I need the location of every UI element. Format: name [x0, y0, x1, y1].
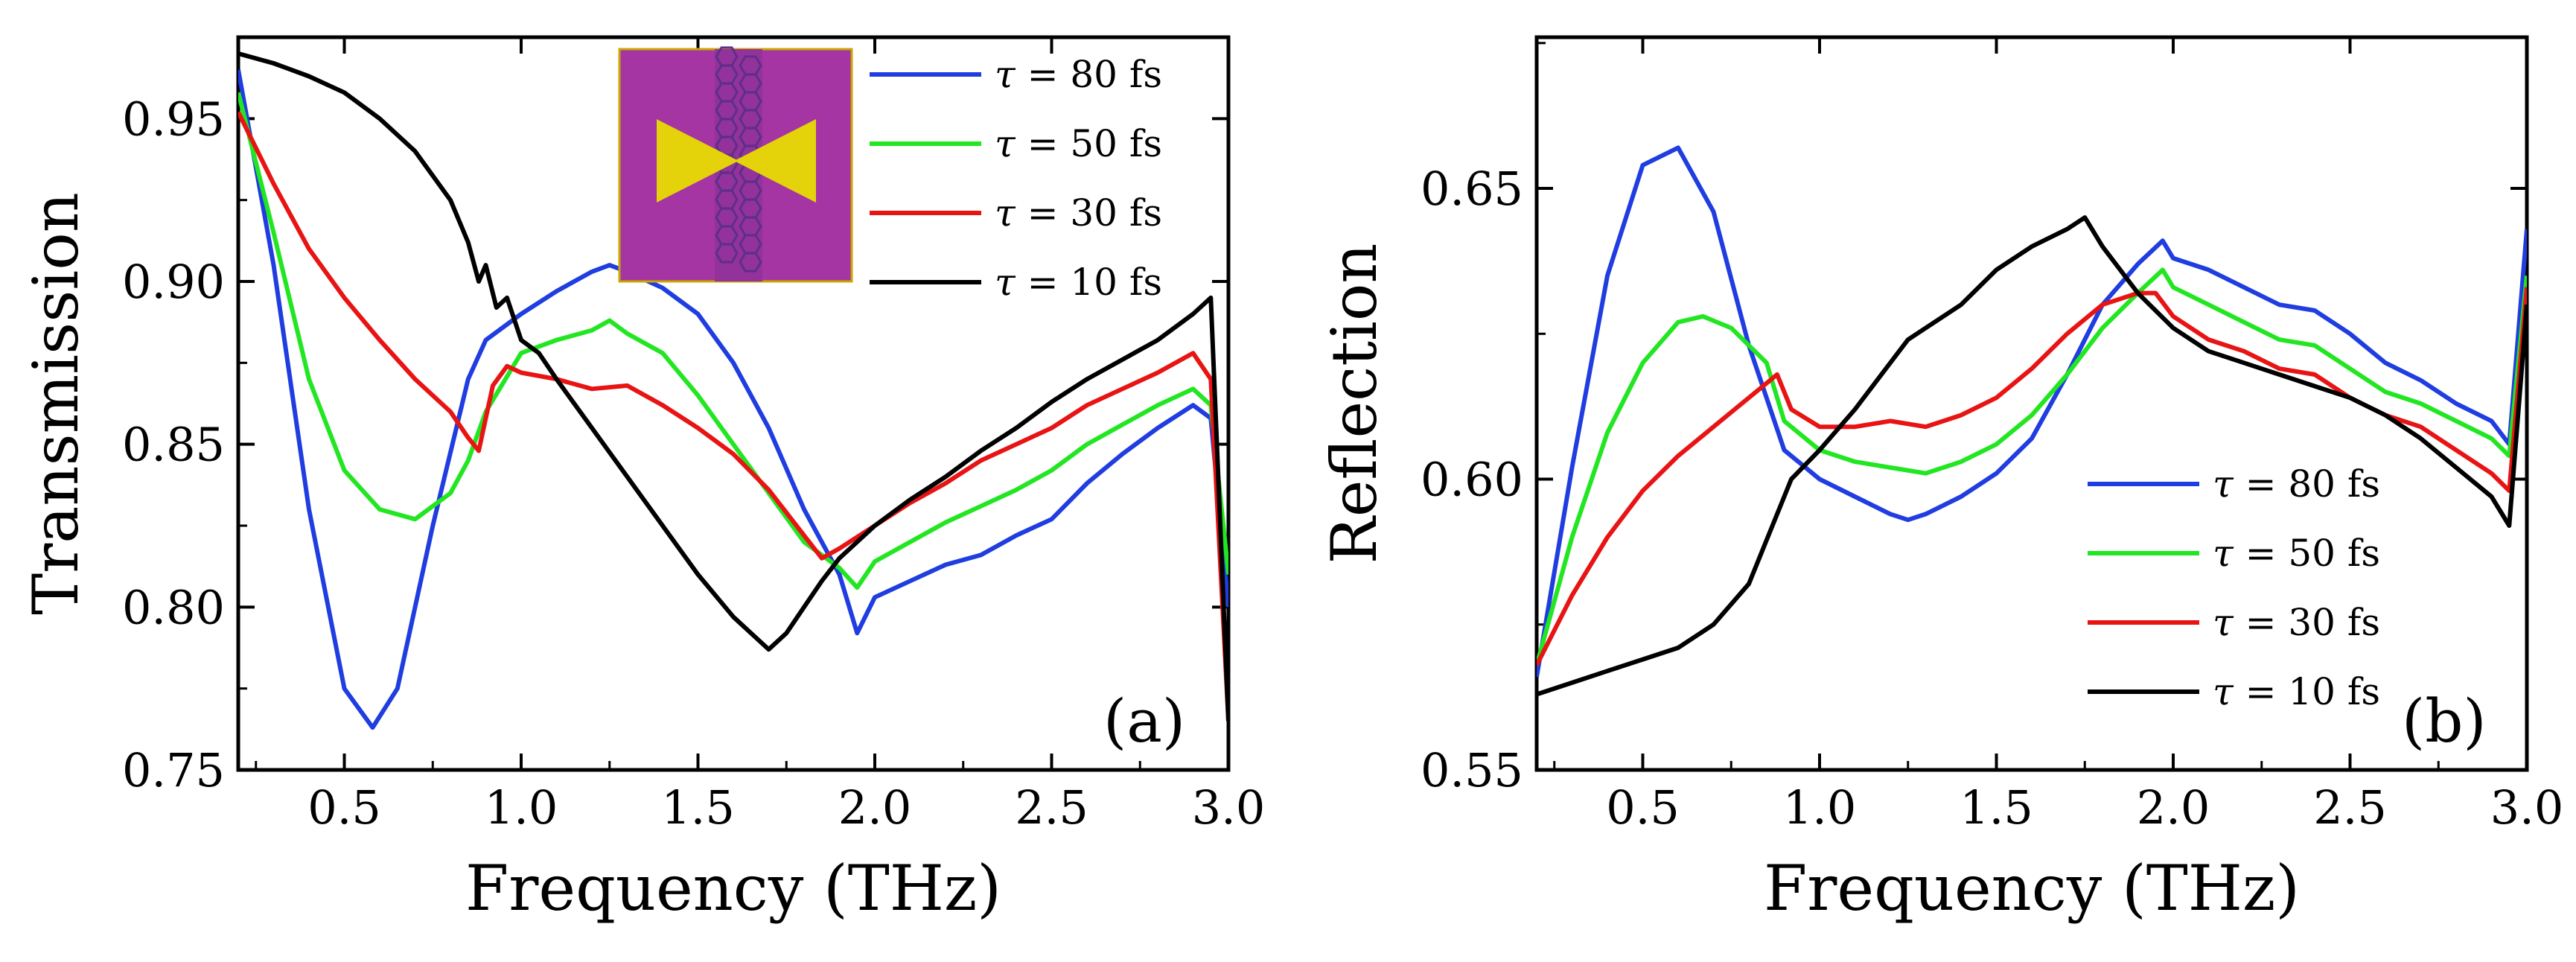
x-tick-label: 0.5 — [1606, 780, 1680, 835]
plot-frame — [236, 35, 1231, 772]
y-tick-label: 0.55 — [1421, 743, 1523, 797]
legend-entry: τ = 80 fs — [995, 53, 1162, 96]
x-tick-label: 3.0 — [2490, 780, 2564, 835]
x-tick-label: 1.5 — [1960, 780, 2033, 835]
x-tick-label: 1.0 — [485, 780, 558, 835]
legend-label-text: = 80 fs — [2245, 462, 2380, 506]
legend-entry: τ = 80 fs — [2213, 462, 2380, 506]
y-tick-label: 0.90 — [122, 255, 225, 309]
legend-tau: τ — [995, 261, 1027, 304]
legend-tau: τ — [2213, 670, 2245, 713]
axis-ticks: 0.5 1.0 1.5 2.0 2.5 3.0 0.75 0.80 0.85 0.90 0.95 — [122, 37, 1265, 835]
x-tick-label: 1.0 — [1783, 780, 1857, 835]
series-line-0 — [238, 69, 1228, 730]
y-tick-label: 0.60 — [1421, 453, 1523, 507]
legend-entry: τ = 50 fs — [2213, 532, 2380, 575]
panel-label: (a) — [1103, 687, 1185, 756]
legend-entry: τ = 30 fs — [2213, 601, 2380, 644]
series-line-1 — [1537, 267, 2527, 666]
bowtie-left-triangle — [657, 119, 739, 203]
chart-panel-reflection: 0.5 1.0 1.5 2.0 2.5 3.0 0.55 0.60 0.65 τ = 80 fs… — [1318, 35, 2563, 925]
x-tick-label: 2.0 — [2137, 780, 2210, 835]
legend-entry: τ = 10 fs — [995, 261, 1162, 304]
panel-label: (b) — [2402, 687, 2487, 756]
y-tick-label: 0.65 — [1421, 162, 1523, 216]
series-line-1 — [238, 92, 1228, 590]
nanoribbon-hexagons — [715, 46, 762, 273]
hexagon — [739, 252, 762, 273]
series-line-3 — [238, 51, 1228, 722]
y-tick-label: 0.80 — [122, 580, 225, 634]
legend-tau: τ — [2213, 532, 2245, 575]
chart-panel-transmission: 0.5 1.0 1.5 2.0 2.5 3.0 0.75 0.80 0.85 0.90 0.95 τ… — [19, 35, 1265, 925]
series-line-2 — [238, 111, 1228, 722]
legend-entry: τ = 30 fs — [995, 191, 1162, 235]
y-tick-label: 0.75 — [122, 743, 225, 797]
series-line-0 — [1537, 145, 2527, 678]
legend-entry: τ = 10 fs — [2213, 670, 2380, 713]
legend-label-text: = 50 fs — [1027, 122, 1162, 165]
legend-label-text: = 10 fs — [2245, 670, 2380, 713]
legend-label-text: = 30 fs — [1027, 191, 1162, 235]
legend-tau: τ — [995, 191, 1027, 235]
x-tick-label: 0.5 — [307, 780, 381, 835]
legend-entry: τ = 50 fs — [995, 122, 1162, 165]
legend-label-text: = 10 fs — [1027, 261, 1162, 304]
x-tick-label: 2.0 — [838, 780, 912, 835]
legend-label-text: = 50 fs — [2245, 532, 2380, 575]
series-layer — [238, 51, 1228, 730]
legend-label-text: = 30 fs — [2245, 601, 2380, 644]
legend-tau: τ — [2213, 462, 2245, 506]
y-axis-title: Reflection — [1318, 243, 1391, 564]
bowtie-inset — [618, 46, 853, 283]
legend-tau: τ — [995, 53, 1027, 96]
hexagon — [715, 243, 739, 264]
series-layer — [1537, 145, 2527, 697]
legend-tau: τ — [2213, 601, 2245, 644]
bowtie-right-triangle — [734, 119, 816, 203]
y-tick-label: 0.95 — [122, 92, 225, 146]
x-axis-title: Frequency (THz) — [465, 852, 1001, 925]
legend: τ = 80 fsτ = 50 fsτ = 30 fsτ = 10 fs — [870, 53, 1162, 304]
legend-tau: τ — [995, 122, 1027, 165]
axis-ticks: 0.5 1.0 1.5 2.0 2.5 3.0 0.55 0.60 0.65 — [1421, 37, 2563, 835]
legend: τ = 80 fsτ = 50 fsτ = 30 fsτ = 10 fs — [2088, 462, 2380, 713]
legend-label-text: = 80 fs — [1027, 53, 1162, 96]
y-tick-label: 0.85 — [122, 418, 225, 472]
x-tick-label: 2.5 — [2313, 780, 2387, 835]
x-tick-label: 2.5 — [1015, 780, 1088, 835]
plot-frame — [1534, 35, 2529, 772]
x-tick-label: 3.0 — [1192, 780, 1266, 835]
y-axis-title: Transmission — [19, 192, 92, 615]
x-tick-label: 1.5 — [661, 780, 735, 835]
series-line-3 — [1537, 215, 2527, 697]
x-axis-title: Frequency (THz) — [1764, 852, 2300, 925]
